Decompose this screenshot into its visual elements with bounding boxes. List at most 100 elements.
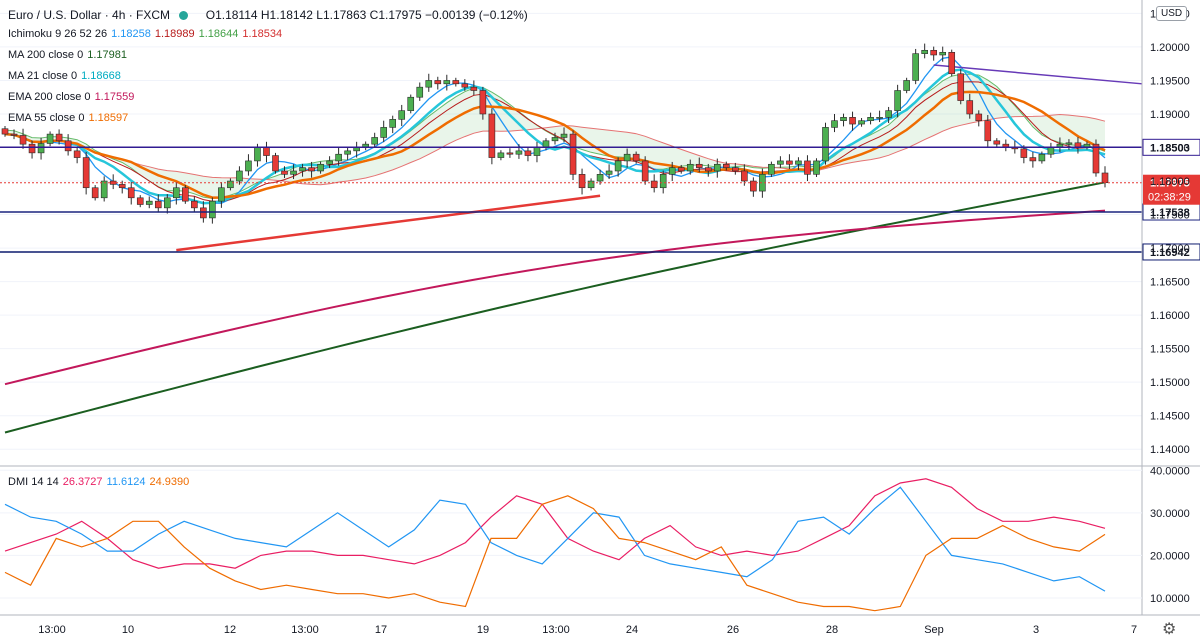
- time-tick-label: 7: [1131, 624, 1137, 636]
- candle-body: [704, 167, 712, 172]
- candle-body: [515, 150, 523, 155]
- candle-body: [154, 200, 162, 209]
- candle-body: [1, 128, 9, 135]
- indicator-legend[interactable]: MA 21 close 0 1.18668: [8, 70, 125, 82]
- candle-body: [867, 117, 874, 121]
- price-axis: 1.205001.200001.195001.190001.185001.180…: [0, 0, 1200, 616]
- candle-body: [912, 53, 919, 81]
- candle-body: [19, 135, 27, 145]
- currency-button[interactable]: USD: [1156, 6, 1188, 21]
- candle-body: [497, 152, 505, 158]
- candles: [1, 43, 1109, 224]
- candle-body: [596, 174, 604, 182]
- candle-body: [623, 153, 631, 162]
- dmi-tick-label: 20.0000: [1150, 550, 1190, 562]
- candle-body: [299, 167, 306, 172]
- price-tick-label: 1.16500: [1150, 277, 1190, 289]
- indicator-value: 1.18989: [154, 28, 195, 40]
- candle-body: [795, 160, 802, 165]
- candle-body: [533, 147, 541, 156]
- candle-body: [272, 155, 279, 172]
- settings-gear-icon[interactable]: ⚙: [1162, 621, 1177, 638]
- dmi-tick-label: 40.0000: [1150, 465, 1190, 477]
- time-tick-label: 19: [477, 624, 489, 636]
- candle-body: [470, 86, 478, 91]
- indicator-value: 1.17559: [94, 91, 135, 103]
- candle-body: [100, 180, 108, 199]
- indicator-label: EMA 55 close 0: [8, 112, 85, 124]
- candle-body: [290, 170, 297, 175]
- candle-body: [939, 51, 947, 56]
- candle-body: [163, 197, 171, 209]
- candle-body: [73, 150, 81, 158]
- candle-body: [389, 119, 397, 128]
- indicator-label: MA 21 close 0: [8, 70, 78, 82]
- price-tick-label: 1.14000: [1150, 444, 1190, 456]
- candle-body: [993, 140, 1001, 145]
- price-tick-label: 1.15500: [1150, 344, 1190, 356]
- candle-body: [840, 117, 847, 121]
- indicator-legend[interactable]: Ichimoku 9 26 52 26 1.18258 1.18989 1.18644…: [8, 28, 286, 40]
- candle-body: [677, 167, 685, 172]
- candle-body: [479, 90, 487, 115]
- dmi-pane: 40.0000 30.0000 20.0000 10.0000: [0, 465, 1190, 612]
- dmi-value: 26.3727: [62, 476, 103, 488]
- indicator-label: EMA 200 close 0: [8, 91, 91, 103]
- candle-body: [641, 160, 649, 182]
- time-tick-label: 28: [826, 624, 838, 636]
- candle-body: [218, 187, 225, 202]
- candle-body: [82, 157, 90, 189]
- candle-body: [488, 113, 496, 158]
- candle-body: [127, 187, 135, 199]
- indicator-legend[interactable]: EMA 55 close 0 1.18597: [8, 112, 132, 124]
- symbol-title: Euro / U.S. Dollar · 4h · FXCM: [8, 8, 171, 22]
- time-tick-label: 10: [122, 624, 134, 636]
- candle-body: [713, 163, 721, 172]
- time-tick-label: 13:00: [291, 624, 319, 636]
- candle-body: [668, 167, 676, 175]
- dmi-value: 11.6124: [106, 476, 146, 488]
- candle-body: [551, 137, 559, 142]
- candle-body: [398, 110, 406, 120]
- dmi-legend: DMI 14 14 26.3727 11.6124 24.9390: [8, 476, 193, 488]
- indicator-legend[interactable]: MA 200 close 0 1.17981: [8, 49, 131, 61]
- support-trendline: [176, 194, 601, 252]
- candle-body: [723, 163, 730, 168]
- candle-body: [966, 100, 974, 115]
- candle-body: [686, 163, 694, 172]
- candle-body: [407, 96, 415, 111]
- candle-body: [91, 187, 99, 199]
- ma200-line: [4, 181, 1106, 434]
- candle-body: [136, 197, 144, 205]
- candle-body: [614, 160, 622, 172]
- time-tick-label: Sep: [924, 624, 944, 636]
- candle-body: [28, 143, 36, 154]
- price-tick-label: 1.17500: [1150, 210, 1190, 222]
- dmi-series-minusdi: [4, 495, 1106, 612]
- candle-body: [506, 152, 514, 155]
- candle-body: [768, 163, 775, 175]
- candle-body: [263, 147, 270, 156]
- time-tick-label: 24: [626, 624, 638, 636]
- candle-body: [921, 49, 928, 54]
- candle-body: [254, 147, 261, 162]
- candle-body: [461, 83, 469, 88]
- candle-body: [786, 160, 793, 165]
- time-tick-label: 3: [1033, 624, 1039, 636]
- candle-body: [64, 140, 72, 152]
- candle-body: [118, 184, 126, 189]
- candle-body: [957, 73, 965, 101]
- candle-body: [578, 174, 586, 189]
- candle-body: [416, 86, 424, 98]
- candle-body: [984, 120, 992, 142]
- candle-body: [145, 200, 153, 205]
- dmi-tick-label: 30.0000: [1150, 508, 1190, 520]
- price-tick-label: 1.15000: [1150, 377, 1190, 389]
- time-tick-label: 26: [727, 624, 739, 636]
- price-tick-label: 1.14500: [1150, 411, 1190, 423]
- price-tick-label: 1.18000: [1150, 176, 1190, 188]
- candle-body: [236, 170, 243, 182]
- candle-body: [10, 133, 18, 136]
- indicator-legend[interactable]: EMA 200 close 0 1.17559: [8, 91, 138, 103]
